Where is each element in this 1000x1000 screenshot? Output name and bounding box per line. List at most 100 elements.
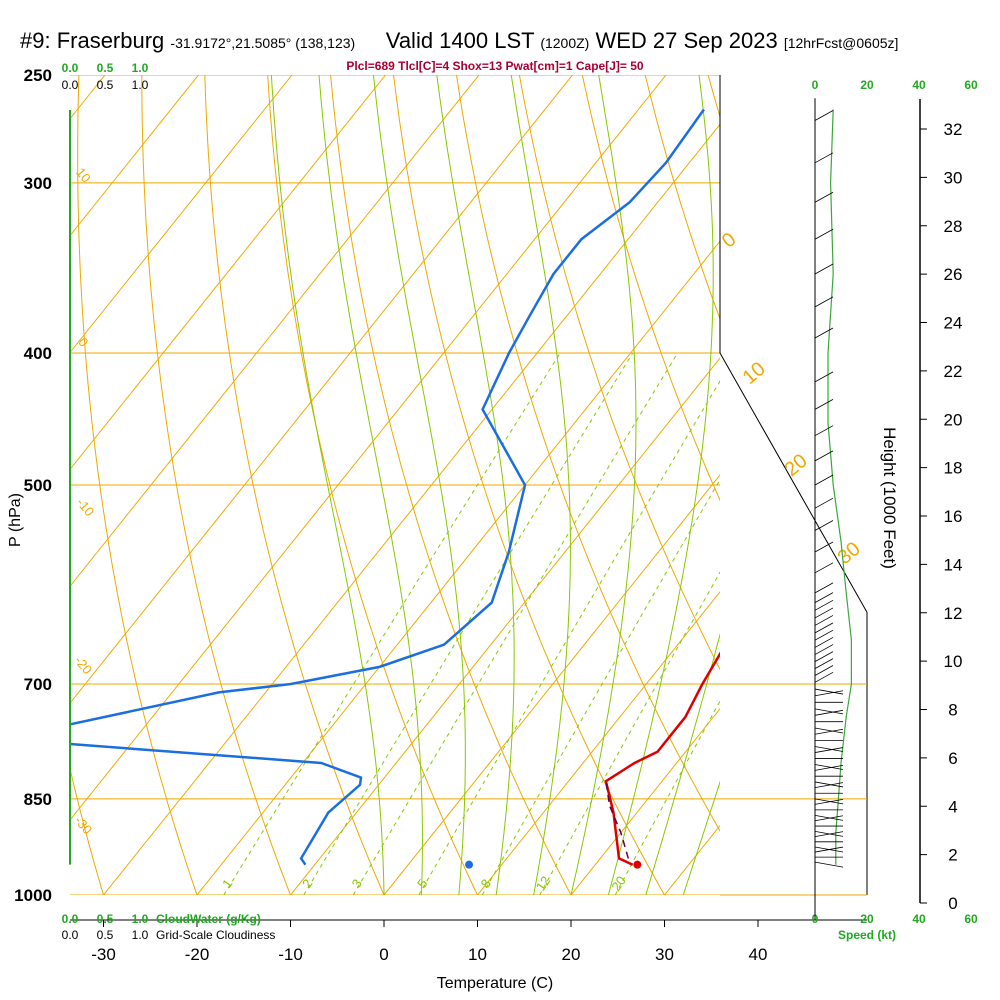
isotherm-line: [0, 75, 12, 895]
forecast-info: [12hrFcst@0605z]: [783, 35, 899, 51]
dry-adiabat-line: [581, 75, 720, 502]
wind-barb: [814, 371, 834, 383]
station-name: #9: Fraserburg: [20, 28, 165, 53]
dry-adiabat-line: [70, 766, 104, 895]
isotherm-label: 20: [781, 450, 812, 481]
cloudwater-bottom-tick: 1.0: [132, 912, 149, 926]
wind-barb: [814, 728, 844, 735]
isotherm-line: [70, 75, 480, 588]
dry-adiabat-line: [330, 75, 572, 895]
cloudiness-top-tick: 0.5: [97, 78, 114, 92]
dry-adiabat-line: [960, 75, 1000, 895]
wind-barb: [814, 474, 834, 486]
wind-barb: [814, 651, 834, 662]
wind-barb: [814, 629, 834, 641]
moist-adiabat-line: [607, 75, 714, 895]
dry-adiabat-line: [707, 75, 720, 119]
wind-barb: [814, 228, 834, 240]
wind-barb: [814, 690, 844, 697]
x-tick-label: 0: [379, 945, 388, 964]
wind-barb: [814, 520, 834, 531]
x-tick-label: -20: [185, 945, 210, 964]
height-axis-label: Height (1000 Feet): [880, 427, 899, 569]
stability-indices: Plcl=689 Tlcl[C]=4 Shox=13 Pwat[cm]=1 Ca…: [346, 59, 643, 73]
height-tick-label: 2: [948, 846, 957, 865]
speed-top-tick: 60: [964, 78, 978, 92]
x-tick-label: -10: [278, 945, 303, 964]
wind-barb: [814, 599, 834, 611]
height-tick-label: 8: [948, 701, 957, 720]
mixing-ratio-label: 20: [608, 873, 629, 893]
speed-top-tick: 0: [812, 78, 819, 92]
dry-adiabat-line: [518, 75, 720, 671]
cloudiness-bottom-tick: 0.0: [62, 928, 79, 942]
wind-barb: [814, 671, 834, 683]
wind-barb: [814, 644, 834, 655]
pressure-tick-label: 400: [24, 344, 52, 363]
speed-top-tick: 20: [860, 78, 874, 92]
isotherm-line: [477, 591, 720, 895]
wind-barb: [814, 782, 844, 789]
pressure-tick-label: 1000: [14, 886, 52, 905]
wind-barb: [814, 615, 834, 626]
wind-barb: [814, 110, 834, 121]
isotherm-label: 10: [739, 358, 770, 389]
mixing-ratio-line: [481, 478, 720, 895]
wind-barb: [814, 562, 834, 574]
mixing-ratio-line: [352, 352, 679, 895]
wind-barb: [814, 665, 834, 676]
height-tick-label: 22: [944, 362, 963, 381]
wind-barb: [814, 607, 834, 619]
dry-adiabat-label: -20: [72, 653, 96, 677]
wind-barb: [814, 709, 844, 716]
dry-adiabat-line: [834, 75, 1000, 895]
mixing-ratio-label: 1: [219, 876, 235, 891]
pressure-tick-label: 300: [24, 174, 52, 193]
speed-axis-label: Speed (kt): [838, 928, 896, 942]
speed-bottom-tick: 20: [860, 912, 874, 926]
cloudiness-label: Grid-Scale Cloudiness: [156, 928, 275, 942]
height-tick-label: 30: [944, 168, 963, 187]
wind-barb: [814, 746, 844, 752]
wind-barb: [814, 815, 844, 822]
wind-barb: [814, 658, 834, 669]
mixing-ratio-line: [614, 700, 720, 895]
dry-adiabat-label: -10: [74, 495, 98, 519]
cloudiness-top-tick: 1.0: [132, 78, 149, 92]
x-tick-label: 10: [468, 945, 487, 964]
mixing-ratio-line: [303, 352, 634, 895]
isotherm-line: [70, 75, 386, 471]
wind-barb: [814, 764, 844, 770]
mixing-ratio-line: [539, 571, 720, 895]
moist-adiabat-line: [318, 75, 423, 895]
isotherm-label: 30: [834, 538, 865, 569]
moist-adiabat-line: [721, 75, 990, 895]
cloudwater-top-tick: 1.0: [132, 61, 149, 75]
dewpoint-profile-line: [70, 108, 705, 866]
utc-time: (1200Z): [540, 35, 590, 51]
parcel-profile-line: [605, 781, 630, 859]
height-tick-label: 20: [944, 410, 963, 429]
wind-speed-line: [827, 109, 853, 865]
height-tick-label: 24: [944, 314, 963, 333]
cloudwater-bottom-tick: 0.5: [97, 912, 114, 926]
cloudwater-top-tick: 0.0: [62, 61, 79, 75]
x-tick-label: -30: [91, 945, 116, 964]
station-coords: -31.9172°,21.5085° (138,123): [170, 35, 356, 51]
x-axis-label: Temperature (C): [437, 975, 553, 992]
height-tick-label: 0: [948, 894, 957, 913]
cloudwater-top-tick: 0.5: [97, 61, 114, 75]
wind-barb: [814, 399, 834, 410]
dry-adiabat-label: -30: [72, 813, 96, 837]
wind-barb: [814, 152, 834, 164]
wind-barb: [814, 327, 834, 339]
height-tick-label: 16: [944, 507, 963, 526]
wind-barb: [814, 708, 844, 715]
dry-adiabat-line: [393, 75, 665, 895]
wind-barb: [814, 296, 834, 308]
moist-adiabat-line: [436, 75, 515, 895]
surface-dewpoint-marker: [465, 860, 474, 869]
mixing-ratio-line: [223, 352, 561, 895]
wind-barb: [814, 781, 844, 788]
wind-barb: [814, 582, 834, 594]
